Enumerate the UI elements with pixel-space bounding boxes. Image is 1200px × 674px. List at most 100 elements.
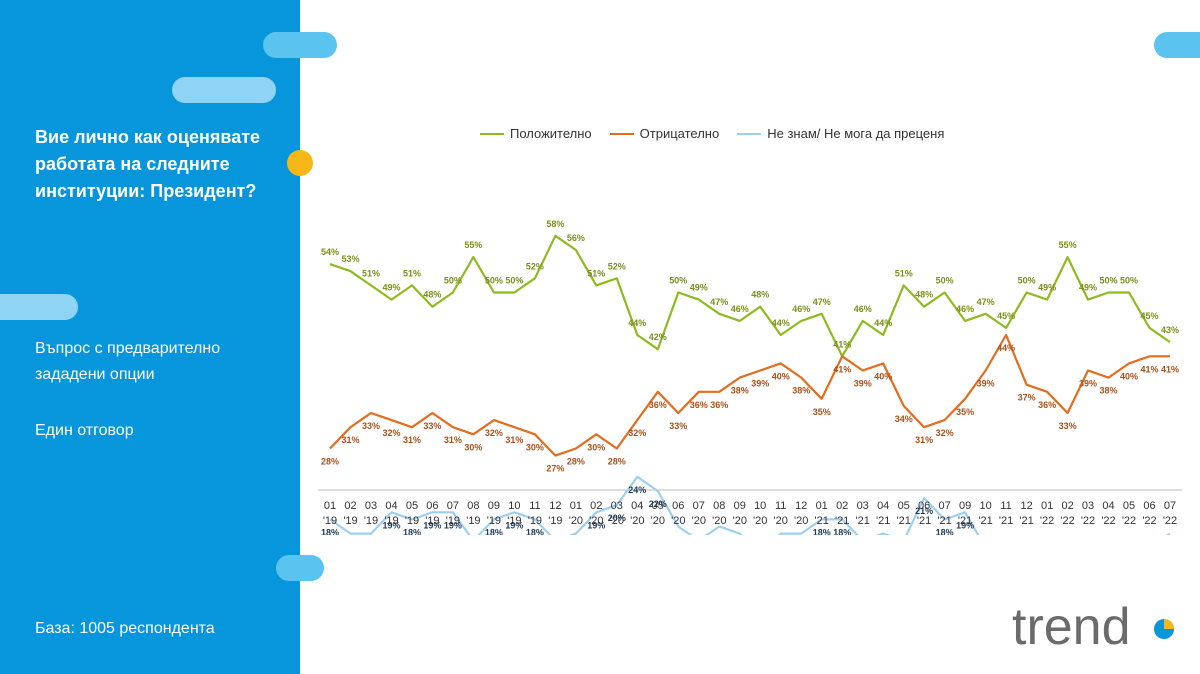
data-label-negative: 36%: [649, 400, 667, 410]
data-label-negative: 33%: [1059, 421, 1077, 431]
data-label-positive: 44%: [874, 318, 892, 328]
data-label-negative: 32%: [485, 428, 503, 438]
data-label-negative: 39%: [751, 379, 769, 389]
data-label-unknown: 19%: [444, 520, 462, 530]
x-tick-label: '21: [897, 515, 911, 527]
data-label-positive: 42%: [649, 332, 667, 342]
x-tick-label: 03: [365, 500, 377, 512]
data-label-negative: 35%: [813, 407, 831, 417]
data-label-negative: 36%: [710, 400, 728, 410]
x-tick-label: '19: [384, 515, 398, 527]
x-tick-label: 08: [713, 500, 725, 512]
x-tick-label: '21: [876, 515, 890, 527]
data-label-unknown: 22%: [649, 499, 667, 509]
x-tick-label: '19: [548, 515, 562, 527]
x-tick-label: '22: [1142, 515, 1156, 527]
data-label-positive: 47%: [813, 297, 831, 307]
sidebar-panel: [0, 0, 300, 674]
x-tick-label: '19: [487, 515, 501, 527]
data-label-positive: 56%: [567, 233, 585, 243]
x-tick-label: '22: [1081, 515, 1095, 527]
x-tick-label: 04: [877, 500, 889, 512]
data-label-positive: 50%: [444, 276, 462, 286]
x-tick-label: 02: [344, 500, 356, 512]
x-tick-label: 12: [1020, 500, 1032, 512]
legend-swatch: [737, 132, 762, 135]
data-label-unknown: 24%: [628, 485, 646, 495]
data-label-negative: 37%: [1018, 393, 1036, 403]
x-tick-label: 02: [590, 500, 602, 512]
x-tick-label: '19: [405, 515, 419, 527]
x-tick-label: '20: [589, 515, 603, 527]
data-label-positive: 50%: [669, 276, 687, 286]
x-tick-label: 04: [631, 500, 643, 512]
data-label-unknown: 18%: [485, 527, 503, 535]
x-tick-label: '21: [917, 515, 931, 527]
data-label-positive: 48%: [423, 290, 441, 300]
x-tick-label: 09: [488, 500, 500, 512]
x-tick-label: '20: [569, 515, 583, 527]
data-label-positive: 45%: [997, 311, 1015, 321]
data-label-positive: 49%: [1038, 283, 1056, 293]
data-label-negative: 32%: [936, 428, 954, 438]
data-label-positive: 50%: [1099, 276, 1117, 286]
data-label-positive: 44%: [628, 318, 646, 328]
x-tick-label: '20: [794, 515, 808, 527]
data-label-unknown: 19%: [382, 520, 400, 530]
data-label-unknown: 18%: [833, 527, 851, 535]
x-tick-label: '21: [999, 515, 1013, 527]
x-tick-label: 12: [795, 500, 807, 512]
x-tick-label: '22: [1101, 515, 1115, 527]
data-label-positive: 46%: [731, 304, 749, 314]
x-tick-label: 01: [324, 500, 336, 512]
data-label-negative: 38%: [792, 386, 810, 396]
x-tick-label: 10: [979, 500, 991, 512]
x-tick-label: 06: [672, 500, 684, 512]
data-label-positive: 49%: [690, 283, 708, 293]
x-tick-label: '19: [466, 515, 480, 527]
data-label-negative: 27%: [546, 464, 564, 474]
data-label-positive: 51%: [362, 268, 380, 278]
data-label-unknown: 19%: [956, 520, 974, 530]
x-tick-label: 01: [570, 500, 582, 512]
x-tick-label: 02: [1061, 500, 1073, 512]
data-label-positive: 51%: [403, 268, 421, 278]
legend-label: Не знам/ Не мога да преценя: [767, 126, 945, 141]
trend-logo: trend: [1012, 598, 1174, 656]
data-label-negative: 30%: [587, 442, 605, 452]
data-label-negative: 33%: [423, 421, 441, 431]
data-label-negative: 39%: [1079, 379, 1097, 389]
data-label-unknown: 18%: [403, 527, 421, 535]
data-label-unknown: 20%: [608, 513, 626, 523]
x-tick-label: '22: [1040, 515, 1054, 527]
data-label-negative: 34%: [895, 414, 913, 424]
data-label-negative: 44%: [997, 343, 1015, 353]
data-label-unknown: 19%: [505, 520, 523, 530]
data-label-negative: 35%: [956, 407, 974, 417]
answer-type-note: Един отговор: [35, 422, 134, 439]
data-label-positive: 46%: [956, 304, 974, 314]
data-label-negative: 40%: [772, 371, 790, 381]
data-label-positive: 49%: [1079, 283, 1097, 293]
decor-pill: [0, 294, 78, 320]
data-label-positive: 50%: [1018, 276, 1036, 286]
data-label-unknown: 18%: [321, 527, 339, 535]
data-label-unknown: 19%: [423, 520, 441, 530]
x-tick-label: 04: [1102, 500, 1114, 512]
x-tick-label: '19: [364, 515, 378, 527]
data-label-negative: 38%: [731, 386, 749, 396]
x-tick-label: 11: [775, 500, 786, 512]
x-tick-label: 07: [1164, 500, 1176, 512]
data-label-positive: 46%: [792, 304, 810, 314]
x-tick-label: '21: [1019, 515, 1033, 527]
data-label-positive: 54%: [321, 247, 339, 257]
x-tick-label: 07: [447, 500, 459, 512]
series-line-positive: [329, 234, 1171, 358]
data-label-negative: 28%: [608, 457, 626, 467]
x-tick-label: 03: [857, 500, 869, 512]
data-label-negative: 41%: [1161, 364, 1179, 374]
sample-base: База: 1005 респондента: [35, 620, 215, 637]
x-tick-label: 01: [816, 500, 828, 512]
x-tick-label: 02: [836, 500, 848, 512]
x-tick-label: 05: [652, 500, 664, 512]
